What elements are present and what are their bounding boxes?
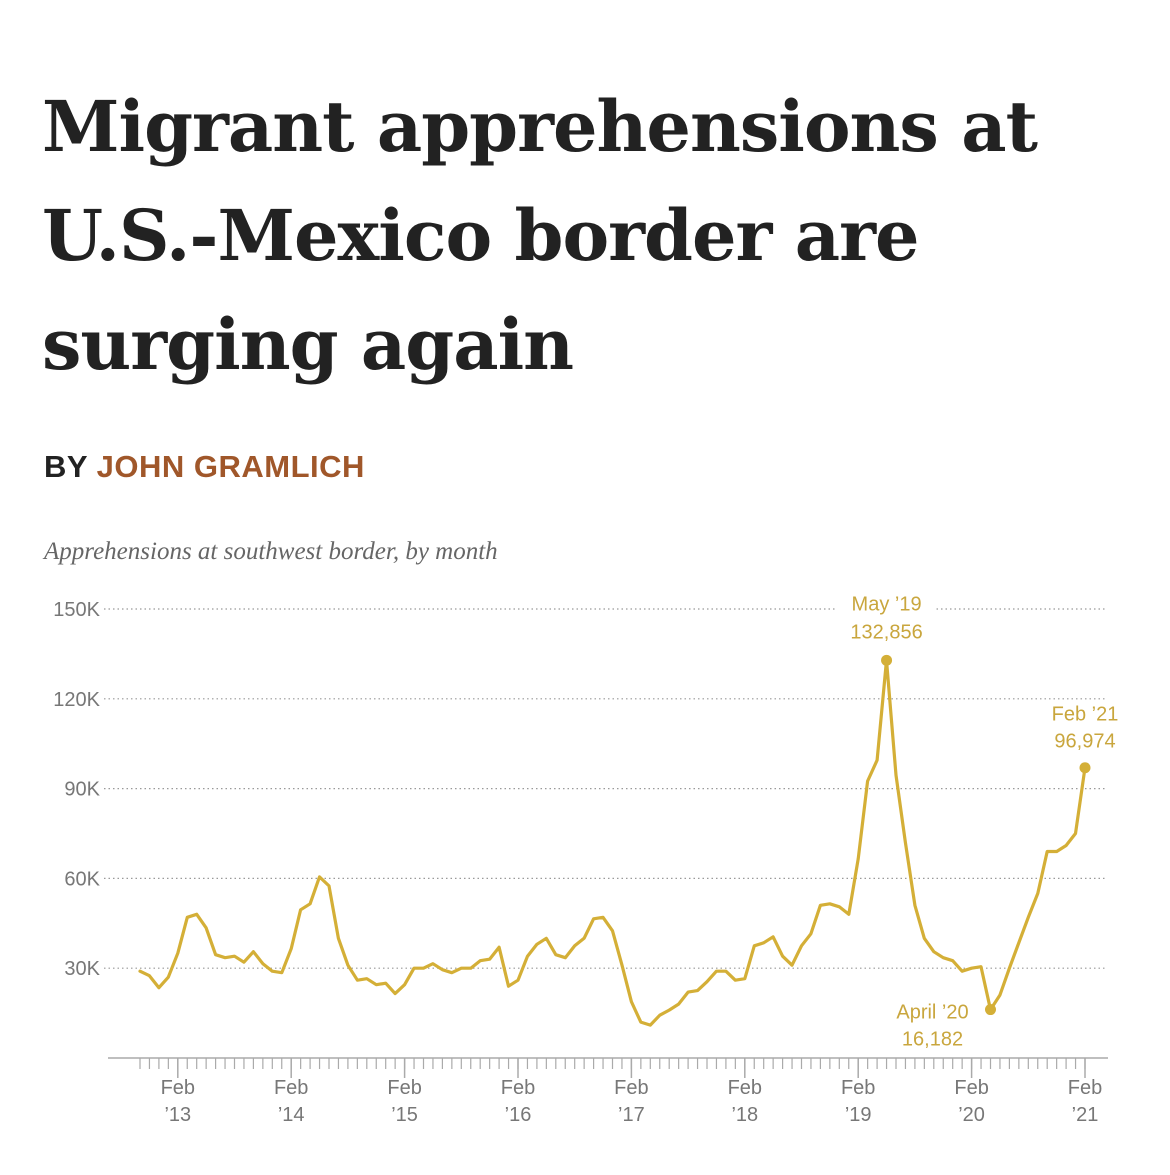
x-tick-label-month: Feb — [614, 1077, 648, 1099]
y-tick-label: 150K — [53, 599, 100, 621]
x-tick-label-month: Feb — [387, 1077, 421, 1099]
byline-prefix: BY — [44, 449, 88, 484]
annotation-dot — [985, 1004, 996, 1016]
annotation-value: 16,182 — [902, 1029, 963, 1051]
x-tick-label-year: ’17 — [618, 1104, 645, 1126]
y-tick-label: 90K — [64, 779, 100, 801]
x-tick-label-year: ’21 — [1072, 1104, 1099, 1126]
x-tick-label-year: ’16 — [505, 1104, 532, 1126]
y-tick-label: 60K — [64, 868, 100, 890]
line-chart: 30K 60K 90K 120K 150K Feb ’13 Feb ’14 Feb ’15 Feb ’… — [53, 590, 1119, 1126]
x-tick-label-month: Feb — [954, 1077, 988, 1099]
x-tick-label-year: ’13 — [164, 1104, 191, 1126]
x-tick-label-year: ’15 — [391, 1104, 418, 1126]
annotation-label: Feb ’21 — [1052, 704, 1119, 726]
annotation-label: May ’19 — [852, 593, 922, 615]
x-tick-label-month: Feb — [728, 1077, 762, 1099]
annotations: May ’19 132,856 April ’20 16,182 Feb ’21 96,9… — [836, 590, 1119, 1051]
x-tick-label-month: Feb — [161, 1077, 195, 1099]
series-layer — [138, 658, 1087, 1027]
annotation-value: 96,974 — [1054, 731, 1115, 753]
chart-title: Apprehensions at southwest border, by mo… — [44, 538, 498, 565]
x-tick-label-month: Feb — [1068, 1077, 1102, 1099]
x-tick-label-year: ’20 — [958, 1104, 985, 1126]
x-tick-label-year: ’18 — [731, 1104, 758, 1126]
y-tick-label: 30K — [64, 958, 100, 980]
x-tick-label-month: Feb — [501, 1077, 535, 1099]
annotation-dot — [881, 654, 893, 666]
x-tick-label-month: Feb — [274, 1077, 308, 1099]
x-tick-label-year: ’14 — [278, 1104, 305, 1126]
annotation-value: 132,856 — [850, 621, 922, 643]
annotation-backdrop — [836, 590, 937, 643]
x-axis: Feb ’13 Feb ’14 Feb ’15 Feb ’16 Feb ’17 Feb ’18 Feb ’… — [108, 1057, 1108, 1126]
series-line — [138, 658, 1087, 1027]
x-tick-label-year: ’19 — [845, 1104, 872, 1126]
byline-author[interactable]: JOHN GRAMLICH — [96, 449, 365, 484]
gridlines: 30K 60K 90K 120K 150K — [53, 599, 1105, 980]
annotation-label: April ’20 — [896, 1002, 968, 1024]
byline: BY JOHN GRAMLICH — [44, 449, 365, 485]
y-tick-label: 120K — [53, 689, 100, 711]
annotation-dot — [1079, 762, 1091, 774]
x-tick-label-month: Feb — [841, 1077, 875, 1099]
headline: Migrant apprehensions at U.S.-Mexico bor… — [42, 85, 1038, 386]
